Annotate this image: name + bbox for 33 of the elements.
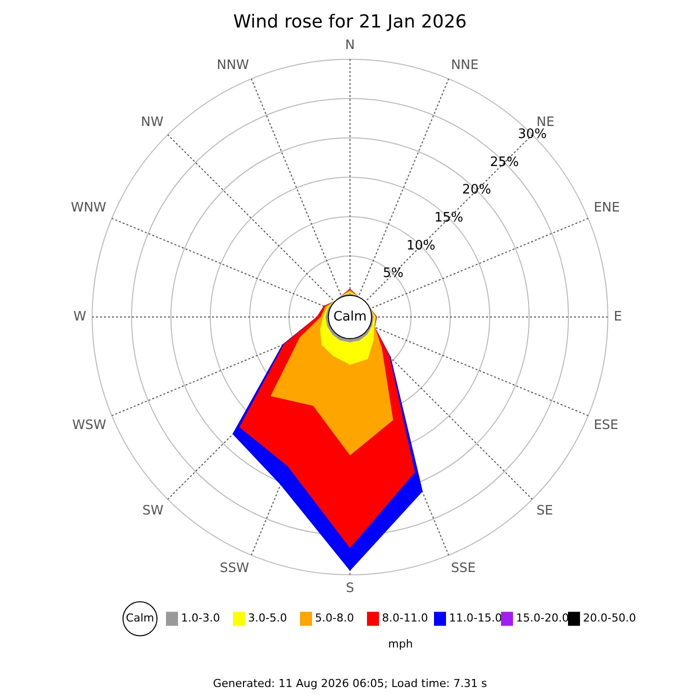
y-tick-label: 10% [406,238,436,254]
spoke-label: NNE [450,58,479,73]
spoke-label: SSW [220,560,250,576]
spoke-label: SW [142,504,164,519]
y-tick-label: 5% [382,266,404,282]
spoke-label: WSW [72,418,106,434]
text: Calm [333,309,367,324]
spoke-label: WNW [70,200,106,216]
legend-label: 11.0-15.0 [449,612,502,625]
spoke-label: ESE [594,418,618,434]
legend-label: 15.0-20.0 [516,612,569,625]
text: Generated: 11 Aug 2026 06:05; Load time: 7.31 s [212,676,488,690]
spoke-label: W [73,309,86,324]
legend-label: 5.0-8.0 [315,612,354,625]
spoke-label: E [614,309,622,324]
legend-title: mph [388,638,413,651]
spoke-label: S [346,580,354,596]
legend-label: 20.0-50.0 [583,612,636,625]
spoke-label: NNW [216,58,250,73]
spoke-label: ENE [594,200,620,216]
text: Calm [126,612,154,625]
y-tick-label: 25% [490,154,519,170]
y-tick-label: 30% [518,127,547,142]
y-tick-label: 15% [434,210,464,226]
spoke-label: NW [140,115,164,130]
chart-title: Wind rose for 21 Jan 2026 [233,11,467,32]
spoke-label: N [345,38,355,53]
legend-label: 8.0-11.0 [382,612,428,625]
legend-label: 1.0-3.0 [181,612,220,625]
spoke-label: SSE [450,560,476,576]
y-tick-label: 20% [462,182,492,198]
spoke-label: SE [536,504,554,519]
legend-label: 3.0-5.0 [248,612,287,625]
